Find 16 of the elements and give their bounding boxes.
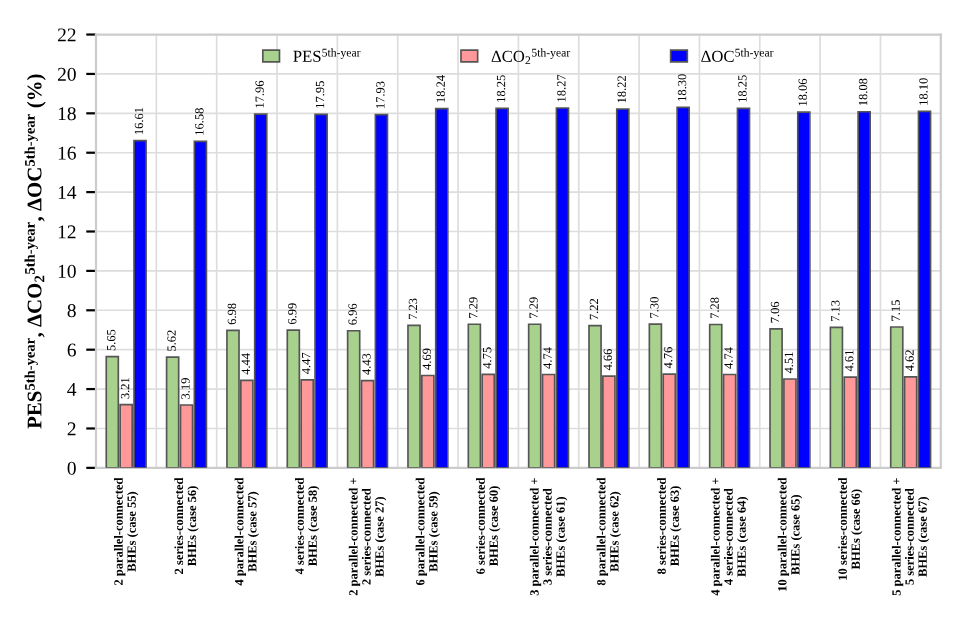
- y-tick-label: 18: [58, 107, 76, 121]
- y-tick-label: 10: [58, 264, 76, 278]
- y-tick-label: 4: [67, 383, 77, 396]
- y-tick-label: 2: [67, 422, 76, 436]
- y-tick-label: 6: [67, 343, 76, 357]
- y-tick-label: 16: [58, 146, 76, 160]
- legend-label: ΔCO$_{2}$$^{5th-year}$: [491, 48, 571, 65]
- y-tick-label: 20: [57, 67, 76, 81]
- y-tick-label: 12: [58, 225, 76, 239]
- y-tick-label: 8: [67, 304, 76, 318]
- legend-label: PES$^{5th-year}$: [293, 48, 361, 62]
- y-tick-label: 14: [58, 186, 77, 199]
- legend-label: ΔOC$^{5th-year}$: [701, 48, 774, 62]
- y-tick-label: 0: [67, 461, 76, 475]
- y-axis-title: PES$^{5th-year}$, ΔCO$_{2}$$^{5th-year}$, ΔOC$^{5th-year}$ (%): [24, 74, 46, 429]
- y-tick-label: 22: [57, 28, 76, 42]
